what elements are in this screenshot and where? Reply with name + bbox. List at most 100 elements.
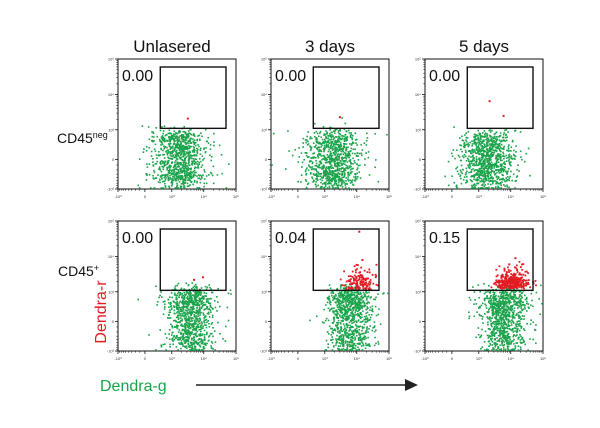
- population-point: [169, 148, 171, 151]
- population-point: [469, 165, 472, 168]
- population-point: [315, 178, 317, 180]
- population-point: [156, 135, 159, 138]
- population-point: [196, 319, 199, 322]
- population-point: [479, 136, 482, 138]
- x-tick-label: 0: [144, 356, 147, 361]
- population-point: [187, 159, 190, 162]
- population-point: [477, 138, 480, 140]
- population-point: [307, 156, 310, 158]
- population-point: [507, 159, 510, 162]
- population-point: [342, 328, 345, 331]
- population-point: [146, 163, 148, 165]
- population-point: [333, 143, 335, 145]
- population-point: [333, 174, 335, 177]
- population-point: [184, 177, 187, 179]
- population-point: [330, 164, 333, 166]
- population-point: [336, 169, 338, 172]
- population-point: [334, 150, 337, 153]
- population-point: [480, 149, 483, 152]
- population-point: [187, 329, 189, 331]
- population-point: [172, 340, 174, 342]
- population-point: [171, 150, 174, 153]
- population-point: [507, 131, 509, 133]
- population-point: [163, 161, 166, 164]
- population-point: [322, 125, 325, 128]
- x-tick-label: 10⁵: [233, 356, 239, 361]
- population-point: [323, 149, 325, 152]
- population-point: [184, 311, 186, 314]
- population-point: [346, 306, 349, 309]
- population-point: [306, 135, 308, 138]
- population-point: [345, 167, 347, 169]
- population-point: [345, 130, 348, 132]
- population-point: [333, 319, 335, 321]
- population-point: [499, 182, 502, 185]
- population-point: [328, 155, 330, 158]
- population-point: [362, 296, 365, 299]
- population-point: [356, 295, 359, 297]
- population-point: [341, 295, 343, 298]
- population-point: [175, 167, 177, 169]
- population-point: [369, 316, 372, 319]
- population-point: [191, 297, 193, 299]
- population-point: [473, 141, 475, 143]
- population-point: [366, 297, 368, 300]
- population-point: [489, 143, 491, 145]
- population-point: [347, 301, 350, 304]
- population-point: [342, 150, 344, 153]
- population-point: [182, 182, 184, 184]
- column-title: 5 days: [459, 37, 509, 56]
- population-point: [500, 178, 502, 181]
- population-point: [187, 162, 189, 165]
- population-point: [344, 184, 347, 186]
- population-point: [187, 333, 189, 336]
- population-point: [332, 144, 335, 147]
- population-point: [184, 179, 187, 182]
- population-point: [175, 307, 178, 309]
- population-point: [153, 169, 155, 172]
- population-point: [489, 134, 491, 137]
- population-point: [197, 323, 200, 326]
- population-point: [368, 174, 371, 176]
- population-point: [377, 313, 380, 316]
- population-point: [498, 169, 500, 171]
- population-point: [188, 309, 191, 311]
- population-point: [164, 140, 167, 142]
- population-point: [184, 165, 186, 168]
- population-point: [180, 342, 182, 344]
- population-point: [179, 337, 182, 340]
- population-point: [495, 138, 497, 140]
- population-point: [197, 135, 199, 137]
- population-point: [473, 140, 475, 142]
- population-point: [212, 348, 214, 350]
- population-point: [334, 187, 337, 189]
- population-point: [358, 332, 360, 334]
- population-point: [200, 160, 202, 163]
- population-point: [199, 312, 201, 314]
- population-point: [325, 166, 328, 168]
- population-point: [180, 319, 182, 322]
- population-point: [492, 144, 495, 146]
- population-point: [470, 169, 473, 171]
- population-point: [181, 135, 183, 138]
- y-tick-label: -10³: [107, 187, 115, 192]
- population-point: [350, 172, 352, 175]
- population-point: [351, 300, 353, 302]
- population-point: [331, 166, 334, 169]
- population-point: [197, 294, 200, 297]
- population-point: [473, 136, 476, 138]
- population-point: [170, 137, 173, 140]
- population-point: [479, 153, 481, 155]
- population-point: [503, 145, 505, 148]
- gated-point: [369, 279, 372, 281]
- population-point: [182, 328, 185, 331]
- population-point: [340, 334, 342, 337]
- population-point: [187, 305, 189, 308]
- population-point: [339, 133, 342, 135]
- population-point: [318, 153, 320, 156]
- population-point: [355, 295, 358, 298]
- population-point: [170, 292, 173, 294]
- population-point: [499, 132, 502, 134]
- population-point: [491, 165, 493, 168]
